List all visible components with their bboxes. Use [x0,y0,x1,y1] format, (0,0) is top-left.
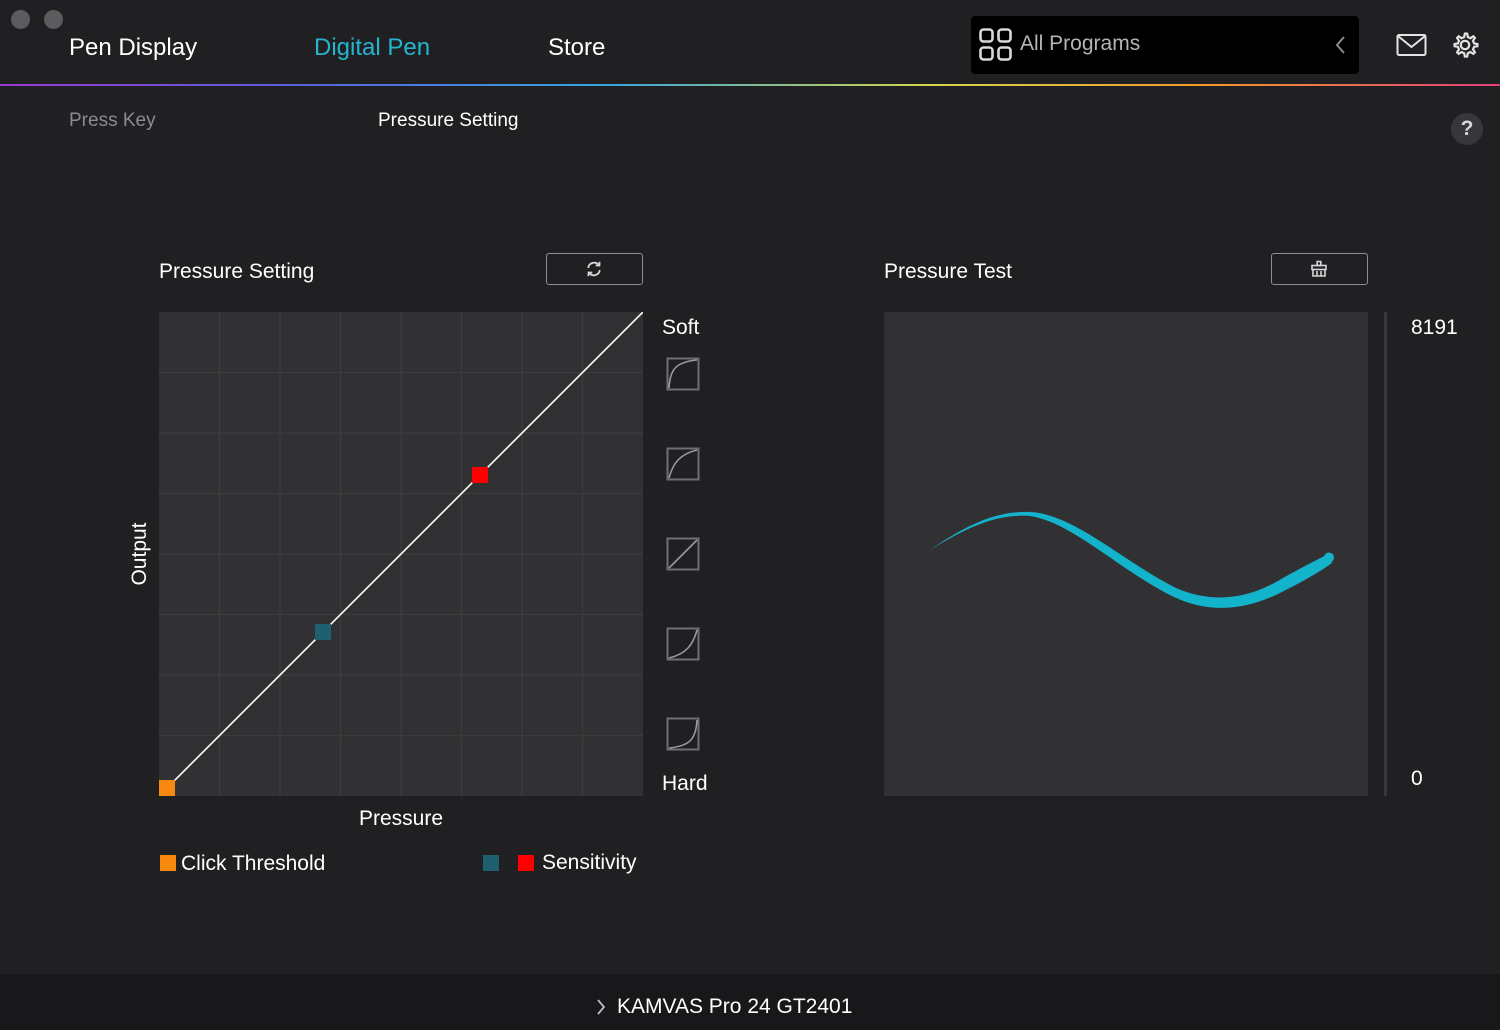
pressure-test-title: Pressure Test [884,260,1012,283]
subtab-press-key[interactable]: Press Key [69,110,156,131]
grid-icon [979,28,1012,61]
refresh-icon [587,261,601,277]
tab-store[interactable]: Store [548,34,606,61]
curve-preset-linear-icon[interactable] [666,537,700,571]
pressure-curve-line [166,312,643,789]
eraser-icon [1311,260,1327,277]
click-threshold-handle[interactable] [159,779,176,796]
sensitivity-high-swatch [518,855,534,871]
click-threshold-legend: Click Threshold [181,852,326,875]
tab-digital-pen[interactable]: Digital Pen [314,34,431,61]
chevron-right-icon [597,999,606,1015]
window-close-button[interactable] [11,10,30,29]
y-axis-label: Output [128,522,151,586]
program-selector-label: All Programs [1020,32,1141,55]
pressure-curve-plot [159,312,643,796]
pressure-meter [1384,312,1387,796]
help-button[interactable]: ? [1451,113,1483,145]
chevron-left-icon[interactable] [1333,34,1349,56]
x-axis-label: Pressure [358,807,444,830]
pen-stroke-preview [930,511,1334,608]
pressure-min-label: 0 [1411,767,1423,790]
sensitivity-low-handle[interactable] [314,624,331,641]
sensitivity-legend: Sensitivity [542,851,637,874]
window-minimize-button[interactable] [44,10,63,29]
curve-preset-soft-1-icon[interactable] [666,447,700,481]
tab-pen-display[interactable]: Pen Display [69,34,198,61]
curve-preset-hard-2-icon[interactable] [666,717,700,751]
device-footer [0,974,1500,1030]
hard-label: Hard [662,772,708,795]
pen-stroke [930,511,1332,608]
mail-icon[interactable] [1396,33,1427,57]
reset-curve-button[interactable] [546,253,643,285]
click-threshold-swatch [160,855,176,871]
curve-preset-soft-2-icon[interactable] [666,357,700,391]
sensitivity-low-swatch [483,855,499,871]
program-selector[interactable]: All Programs [971,16,1359,74]
soft-label: Soft [662,316,700,339]
pen-stroke-end [1324,552,1334,563]
sensitivity-high-handle[interactable] [471,467,488,484]
clear-canvas-button[interactable] [1271,253,1368,285]
curve-preset-hard-1-icon[interactable] [666,627,700,661]
pressure-setting-title: Pressure Setting [159,260,315,283]
device-name: KAMVAS Pro 24 GT2401 [617,995,853,1018]
gradient-divider [0,84,1500,86]
pressure-max-label: 8191 [1411,316,1458,339]
pressure-curve-graph[interactable] [159,312,643,796]
subtab-pressure-setting[interactable]: Pressure Setting [378,110,519,131]
pressure-test-canvas[interactable] [884,312,1368,796]
gear-icon[interactable] [1451,31,1479,59]
